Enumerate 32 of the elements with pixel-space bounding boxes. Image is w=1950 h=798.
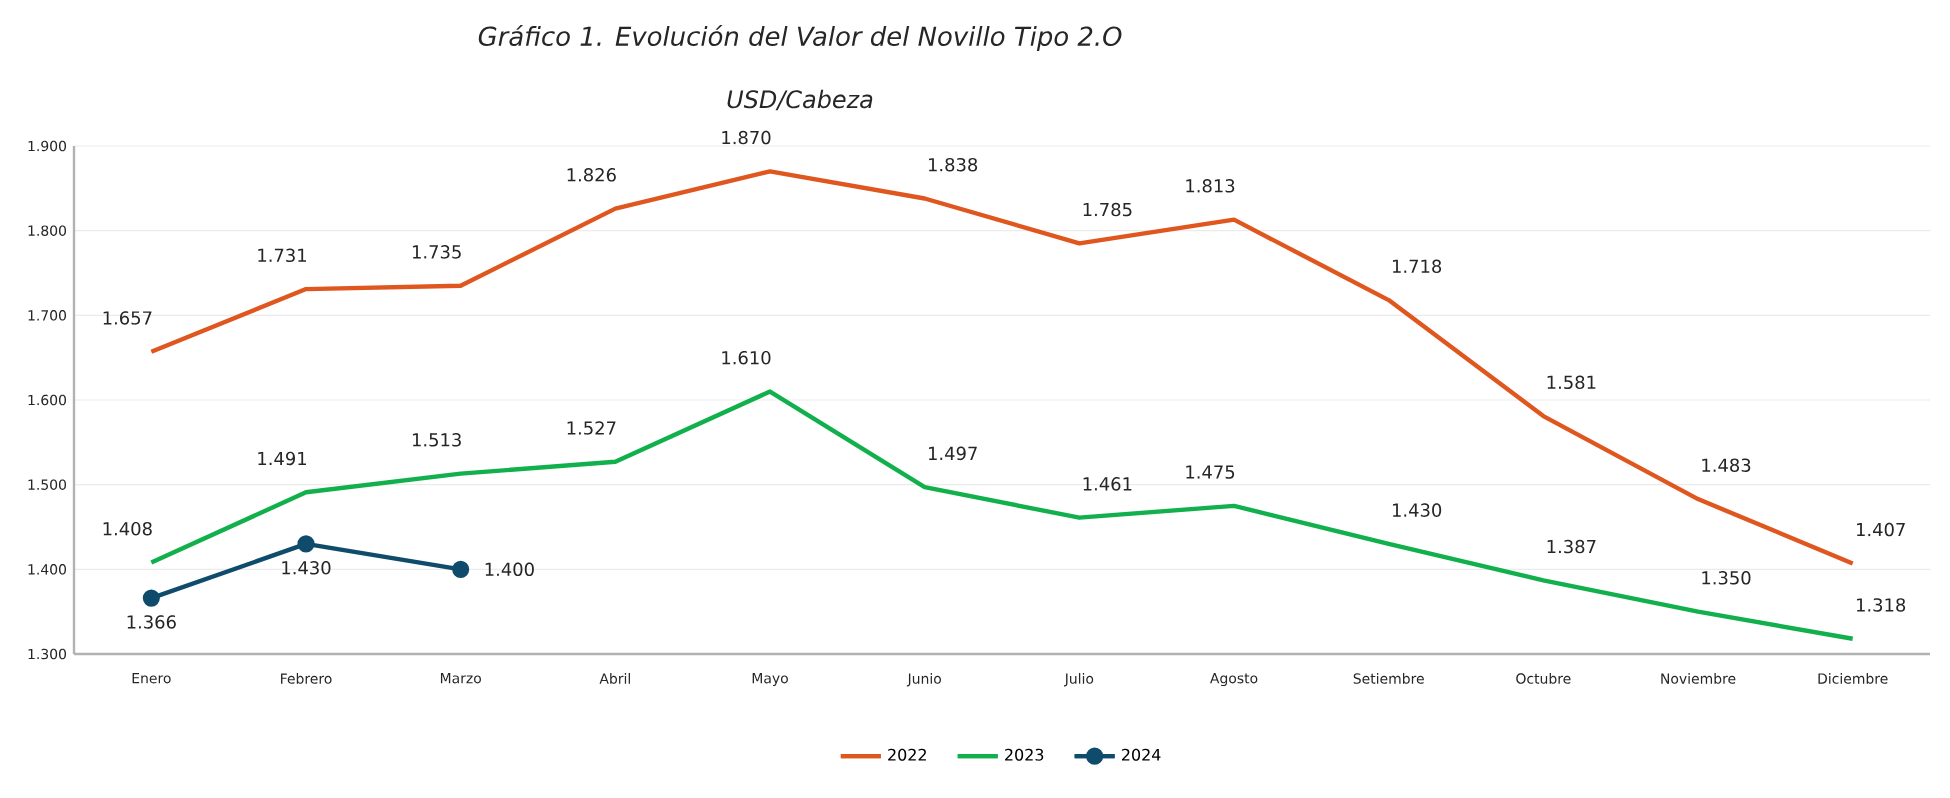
chart-title: Gráfico 1. Evolución del Valor del Novillo Tipo 2.O — [478, 24, 1122, 52]
data-label: 1.408 — [103, 521, 152, 536]
chart-subtitle: USD/Cabeza — [727, 89, 873, 111]
data-label: 1.870 — [722, 130, 771, 145]
data-label: 1.430 — [1392, 503, 1442, 517]
data-label: 1.407 — [1856, 522, 1905, 537]
data-label: 1.497 — [928, 446, 977, 461]
data-label: 1.461 — [1083, 477, 1132, 491]
data-label: 1.491 — [258, 451, 306, 466]
data-label: 1.785 — [1083, 202, 1132, 217]
data-label: 1.813 — [1186, 179, 1235, 193]
data-label: 1.483 — [1702, 458, 1751, 473]
data-label: 1.366 — [127, 615, 176, 629]
point — [297, 535, 315, 553]
data-label: 1.400 — [485, 562, 534, 577]
data-label: 1.731 — [258, 248, 306, 263]
point — [452, 560, 470, 578]
data-label: 1.430 — [282, 560, 331, 575]
data-label: 1.318 — [1856, 598, 1906, 612]
data-label: 1.657 — [103, 311, 152, 325]
data-label: 1.735 — [412, 245, 461, 259]
data-label: 1.581 — [1547, 375, 1596, 390]
data-label: 1.527 — [567, 421, 616, 435]
data-label: 1.610 — [722, 350, 771, 365]
data-label: 1.838 — [928, 157, 978, 172]
data-label: 1.513 — [412, 433, 461, 447]
data-label: 1.826 — [567, 168, 616, 182]
point — [142, 589, 160, 607]
data-label: 1.475 — [1186, 465, 1235, 479]
data-label: 1.718 — [1392, 259, 1442, 274]
data-label: 1.387 — [1547, 539, 1596, 554]
data-label: 1.350 — [1702, 571, 1751, 585]
